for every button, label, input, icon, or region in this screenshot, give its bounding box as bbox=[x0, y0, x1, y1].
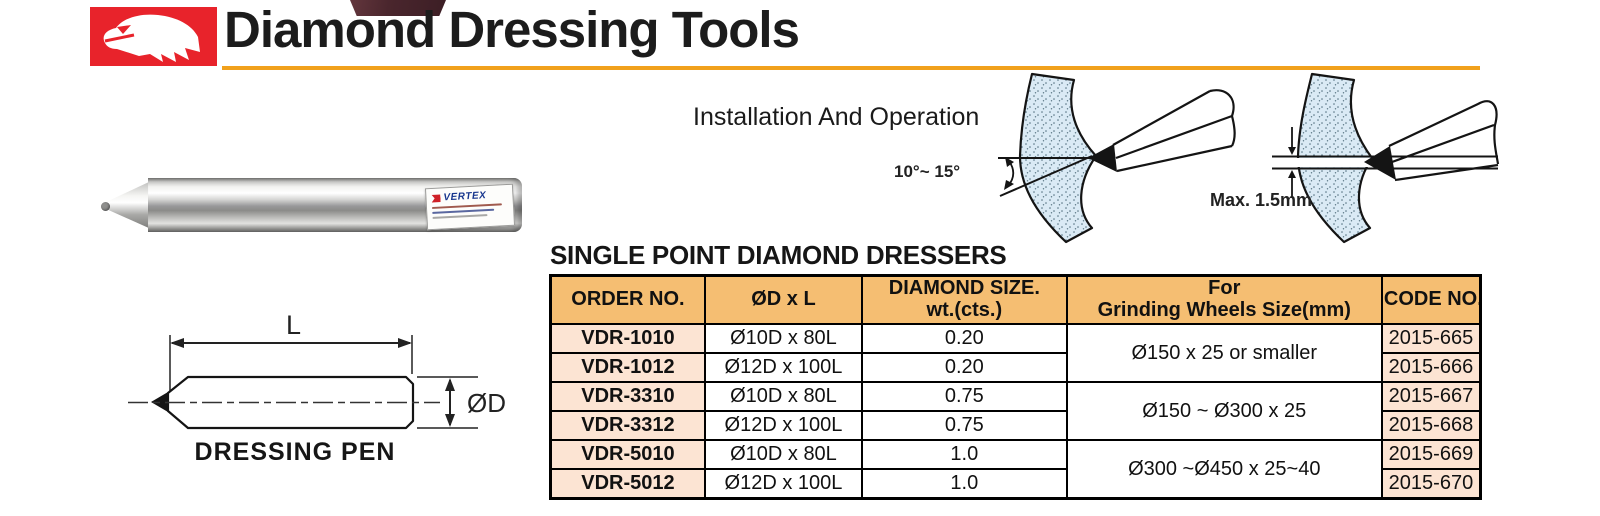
vertex-label-mark-icon bbox=[431, 194, 440, 202]
label-fineprint-line bbox=[432, 214, 488, 219]
dxl-cell: Ø10D x 80L bbox=[703, 323, 864, 354]
diamond-tip bbox=[101, 202, 110, 211]
table-row: VDR-5010 Ø10D x 80L 1.0 Ø300 ~Ø450 x 25~… bbox=[549, 439, 1482, 500]
order-no-cell: VDR-5012 bbox=[549, 468, 706, 500]
col-header-dxl: ØD x L bbox=[703, 274, 864, 325]
cropped-product-photo bbox=[350, 0, 446, 16]
dxl-cell: Ø10D x 80L bbox=[703, 381, 864, 412]
order-no-cell: VDR-1012 bbox=[549, 352, 706, 383]
diamond-size-cell: 1.0 bbox=[861, 468, 1068, 500]
length-label: L bbox=[286, 310, 301, 340]
dxl-cell: Ø12D x 100L bbox=[703, 352, 864, 383]
table-row: VDR-1010 Ø10D x 80L 0.20 Ø150 x 25 or sm… bbox=[549, 323, 1482, 383]
code-no-cell: 2015-668 bbox=[1380, 410, 1482, 441]
dxl-cell: Ø12D x 100L bbox=[703, 468, 864, 500]
table-row: VDR-1012 Ø12D x 100L 0.20 2015-666 bbox=[549, 352, 1482, 383]
title-underline bbox=[222, 66, 1480, 70]
section-title: SINGLE POINT DIAMOND DRESSERS bbox=[550, 240, 1007, 270]
page-title: Diamond Dressing Tools bbox=[224, 1, 800, 58]
dressing-pen-photo: VERTEX bbox=[92, 162, 528, 240]
col-header-diamond-size: DIAMOND SIZE. wt.(cts.) bbox=[861, 274, 1068, 325]
code-no-cell: 2015-666 bbox=[1380, 352, 1482, 383]
code-no-cell: 2015-669 bbox=[1380, 439, 1482, 470]
product-table: ORDER NO. ØD x L DIAMOND SIZE. wt.(cts.)… bbox=[549, 274, 1482, 500]
wheel-size-cell: Ø150 x 25 or smaller bbox=[1065, 323, 1383, 383]
order-no-cell: VDR-5010 bbox=[549, 439, 706, 470]
diameter-label: ØD bbox=[467, 388, 506, 418]
dressing-pen-drawing: L ØD DRESSING PEN bbox=[120, 288, 520, 478]
order-no-cell: VDR-3312 bbox=[549, 410, 706, 441]
col-header-order-no: ORDER NO. bbox=[549, 274, 706, 325]
pen-cone-tip bbox=[105, 181, 151, 229]
code-no-cell: 2015-670 bbox=[1380, 468, 1482, 500]
table-header-row: ORDER NO. ØD x L DIAMOND SIZE. wt.(cts.)… bbox=[549, 274, 1482, 325]
vertex-eagle-logo-icon bbox=[90, 7, 217, 66]
dxl-cell: Ø12D x 100L bbox=[703, 410, 864, 441]
col-header-wheel-size: For Grinding Wheels Size(mm) bbox=[1065, 274, 1383, 325]
arc-arrowhead bbox=[1005, 157, 1014, 167]
gap-arrowhead bbox=[1288, 147, 1296, 155]
table-row: VDR-3310 Ø10D x 80L 0.75 Ø150 ~ Ø300 x 2… bbox=[549, 381, 1482, 441]
vertex-brand-text: VERTEX bbox=[443, 190, 487, 204]
diamond-size-cell: 0.20 bbox=[861, 352, 1068, 383]
tool-axis-line bbox=[999, 155, 1093, 197]
diamond-size-cell: 1.0 bbox=[861, 439, 1068, 470]
dresser-tool-shape bbox=[1112, 89, 1236, 173]
code-no-cell: 2015-667 bbox=[1380, 381, 1482, 412]
col-header-code-no: CODE NO. bbox=[1380, 274, 1482, 325]
drawing-caption: DRESSING PEN bbox=[195, 438, 396, 466]
wheel-size-cell: Ø150 ~ Ø300 x 25 bbox=[1065, 381, 1383, 441]
order-no-cell: VDR-1010 bbox=[549, 323, 706, 354]
max-gap-label: Max. 1.5mm bbox=[1210, 190, 1312, 210]
order-no-cell: VDR-3310 bbox=[549, 381, 706, 412]
gap-arrowhead bbox=[1288, 170, 1296, 178]
code-no-cell: 2015-665 bbox=[1380, 323, 1482, 354]
arc-arrowhead bbox=[1004, 180, 1014, 190]
diamond-size-cell: 0.75 bbox=[861, 410, 1068, 441]
vertex-label: VERTEX bbox=[424, 183, 516, 231]
diamond-tip-shape bbox=[1364, 146, 1396, 180]
wheel-clearance-diagram: Max. 1.5mm bbox=[1180, 70, 1500, 253]
diamond-tip-shape bbox=[1088, 144, 1117, 172]
installation-caption: Installation And Operation bbox=[693, 103, 980, 131]
table-row: VDR-5012 Ø12D x 100L 1.0 2015-670 bbox=[549, 468, 1482, 500]
diamond-size-cell: 0.20 bbox=[861, 323, 1068, 354]
diamond-size-cell: 0.75 bbox=[861, 381, 1068, 412]
table-row: VDR-3312 Ø12D x 100L 0.75 2015-668 bbox=[549, 410, 1482, 441]
wheel-angle-diagram: 10°~ 15° bbox=[880, 70, 1240, 253]
wheel-size-cell: Ø300 ~Ø450 x 25~40 bbox=[1065, 439, 1383, 500]
dxl-cell: Ø10D x 80L bbox=[703, 439, 864, 470]
dresser-tool-shape bbox=[1388, 100, 1500, 182]
angle-range-label: 10°~ 15° bbox=[894, 162, 960, 181]
